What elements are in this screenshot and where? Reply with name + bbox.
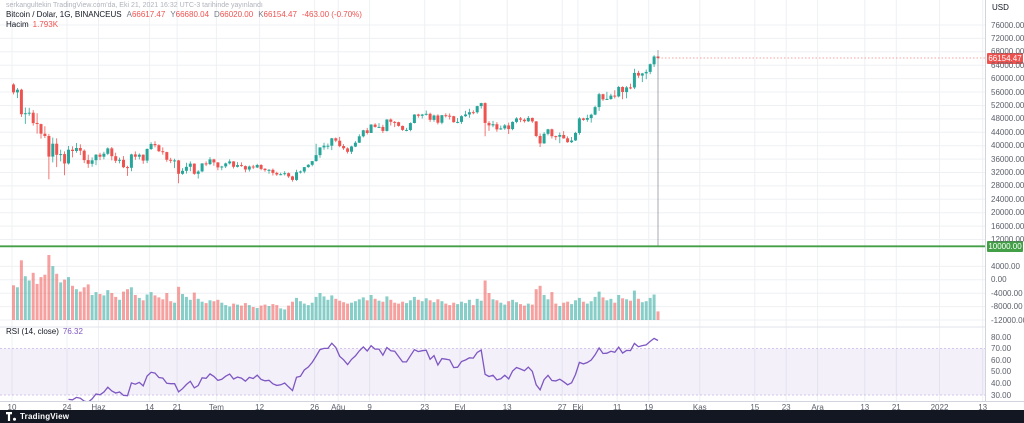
price-axis-label: -12000.00 bbox=[991, 315, 1024, 325]
price-axis-label: 64000.00 bbox=[991, 60, 1024, 70]
volume-label: Hacim bbox=[6, 20, 29, 29]
currency-label: USD bbox=[992, 3, 1009, 12]
open-value: 66617.47 bbox=[131, 10, 166, 19]
price-axis-label: 28000.00 bbox=[991, 181, 1024, 191]
price-axis-label: 4000.00 bbox=[991, 261, 1020, 271]
time-axis-label: Ağu bbox=[331, 403, 346, 412]
price-axis-label: 36000.00 bbox=[991, 154, 1024, 164]
price-axis[interactable]: USD 66154.47 10000.00 76000.00 72000.00 68… bbox=[985, 0, 1024, 401]
rsi-label: RSI (14, close) bbox=[6, 327, 59, 336]
rsi-axis-label: 50.00 bbox=[991, 367, 1012, 377]
price-axis-label: 32000.00 bbox=[991, 168, 1024, 177]
time-axis-label: 27 bbox=[557, 403, 567, 412]
time-axis-label: 2022 bbox=[930, 403, 949, 412]
price-axis-label: 40000.00 bbox=[991, 141, 1024, 151]
low-value: 66020.00 bbox=[219, 10, 254, 19]
publish-watermark: serkangultekin TradingView.com'da, Eki 2… bbox=[6, 2, 263, 9]
rsi-axis-label: 60.00 bbox=[991, 355, 1012, 365]
time-axis-label: 24 bbox=[62, 403, 72, 412]
time-axis-label: Kas bbox=[692, 403, 707, 412]
price-axis-label: 52000.00 bbox=[991, 101, 1024, 110]
price-axis-label: 0.00 bbox=[991, 275, 1007, 285]
rsi-axis-label: 80.00 bbox=[991, 332, 1012, 342]
footer-bar: TradingView bbox=[0, 410, 1024, 423]
low-label: D bbox=[214, 10, 220, 19]
price-axis-label: 24000.00 bbox=[991, 194, 1024, 204]
level-price-tag: 10000.00 bbox=[987, 240, 1023, 252]
price-axis-label: 12000.00 bbox=[991, 235, 1024, 244]
time-axis-label: 19 bbox=[644, 403, 654, 412]
time-axis[interactable]: 10 24 Haz 14 21 Tem 12 26 Ağu 9 23 Eyl 13 27 Eki 11 19 Ka… bbox=[0, 401, 1024, 412]
high-label: Y bbox=[170, 10, 176, 19]
time-axis-label: 11 bbox=[613, 403, 622, 412]
rsi-legend[interactable]: RSI (14, close) 76.32 bbox=[6, 327, 83, 336]
time-axis-label: 26 bbox=[310, 403, 320, 412]
time-axis-label: Ara bbox=[811, 403, 824, 412]
close-value: 66154.47 bbox=[263, 10, 297, 19]
price-axis-label: 76000.00 bbox=[991, 20, 1024, 30]
time-axis-label: Tem bbox=[208, 403, 224, 412]
price-axis-label: -4000.00 bbox=[991, 288, 1023, 298]
high-value: 66680.04 bbox=[175, 10, 210, 19]
rsi-axis-label: 40.00 bbox=[991, 378, 1012, 388]
time-axis-label: 23 bbox=[420, 403, 430, 412]
symbol-legend[interactable]: Bitcoin / Dolar, 1G, BINANCEUS A66617.47 Y… bbox=[6, 10, 362, 19]
symbol-title: Bitcoin / Dolar, 1G, BINANCEUS bbox=[6, 10, 122, 19]
brand-label[interactable]: TradingView bbox=[20, 412, 70, 421]
time-axis-label: Haz bbox=[91, 403, 106, 412]
chart-canvas[interactable] bbox=[0, 0, 1024, 401]
time-axis-label: 13 bbox=[978, 403, 988, 412]
rsi-value: 76.32 bbox=[62, 327, 83, 336]
volume-value: 1.793K bbox=[32, 20, 59, 29]
price-axis-label: 72000.00 bbox=[991, 33, 1024, 43]
price-axis-label: 60000.00 bbox=[991, 74, 1024, 84]
time-axis-label: 14 bbox=[145, 403, 155, 412]
time-axis-label: 9 bbox=[367, 403, 372, 412]
open-label: A bbox=[126, 10, 132, 19]
time-axis-label: 13 bbox=[860, 403, 870, 412]
price-axis-label: 68000.00 bbox=[991, 47, 1024, 57]
change-value: -463.00 (-0.70%) bbox=[301, 10, 362, 19]
time-axis-label: 12 bbox=[255, 403, 265, 412]
price-axis-label: 56000.00 bbox=[991, 87, 1024, 97]
time-axis-label: Eyl bbox=[454, 403, 466, 412]
price-axis-label: 16000.00 bbox=[991, 221, 1024, 231]
price-axis-label: 44000.00 bbox=[991, 127, 1024, 137]
close-label: K bbox=[258, 10, 264, 19]
tradingview-logo-icon[interactable] bbox=[6, 412, 16, 421]
time-axis-label: 21 bbox=[172, 403, 182, 412]
price-axis-label: 20000.00 bbox=[991, 208, 1024, 218]
time-axis-label: 23 bbox=[781, 403, 791, 412]
rsi-axis-label: 70.00 bbox=[991, 344, 1012, 354]
time-axis-label: 13 bbox=[502, 403, 512, 412]
time-axis-label: 21 bbox=[891, 403, 901, 412]
price-axis-label: 48000.00 bbox=[991, 114, 1024, 124]
volume-legend[interactable]: Hacim 1.793K bbox=[6, 20, 58, 29]
time-axis-label: 10 bbox=[7, 403, 17, 412]
last-price-tag: 66154.47 bbox=[987, 52, 1023, 64]
time-axis-label: Eki bbox=[572, 403, 584, 412]
rsi-axis-label: 30.00 bbox=[991, 390, 1012, 400]
price-axis-label: -8000.00 bbox=[991, 302, 1023, 312]
time-axis-label: 15 bbox=[750, 403, 760, 412]
